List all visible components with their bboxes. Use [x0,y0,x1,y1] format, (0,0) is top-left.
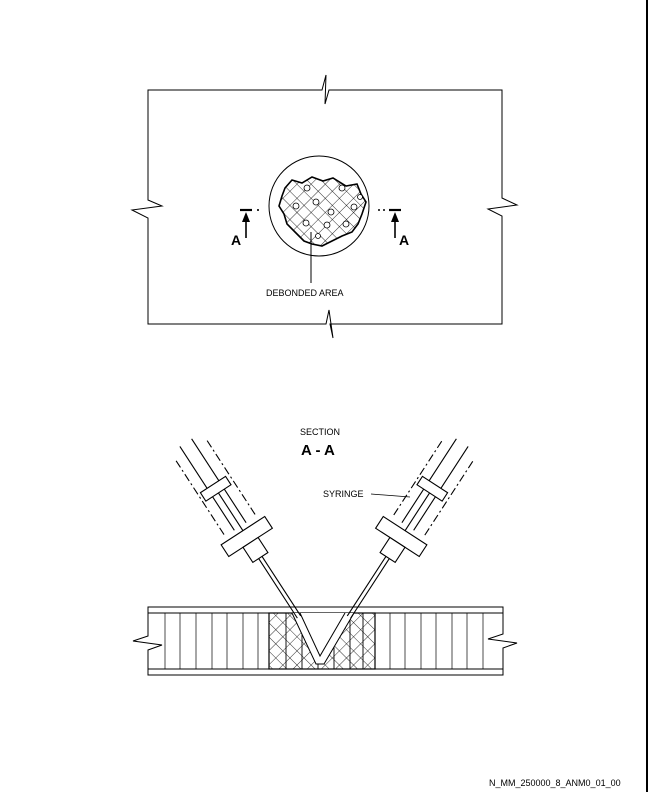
page-edge-line [646,0,648,792]
top-view [130,74,519,339]
debonded-area-hatch [278,176,367,247]
section-title-small: SECTION [300,427,340,437]
section-title-large: A - A [301,442,335,459]
injection-channel [291,612,355,665]
honeycomb-core [164,613,484,669]
syringe-right [346,438,474,619]
syringe-left [175,438,302,619]
sandwich-panel [132,606,518,676]
section-marker-left: A [231,232,241,248]
top-skin [147,606,504,614]
section-marker-right: A [399,232,409,248]
debonded-area-label: DEBONDED AREA [266,288,344,298]
syringe-label: SYRINGE [323,489,364,499]
bottom-skin [147,668,504,676]
inspection-circle [268,155,370,257]
void-bubbles [292,184,363,239]
figure-id: N_MM_250000_8_ANM0_01_00 [489,778,621,788]
panel-outline [130,74,519,339]
syringe-leader [370,493,411,498]
